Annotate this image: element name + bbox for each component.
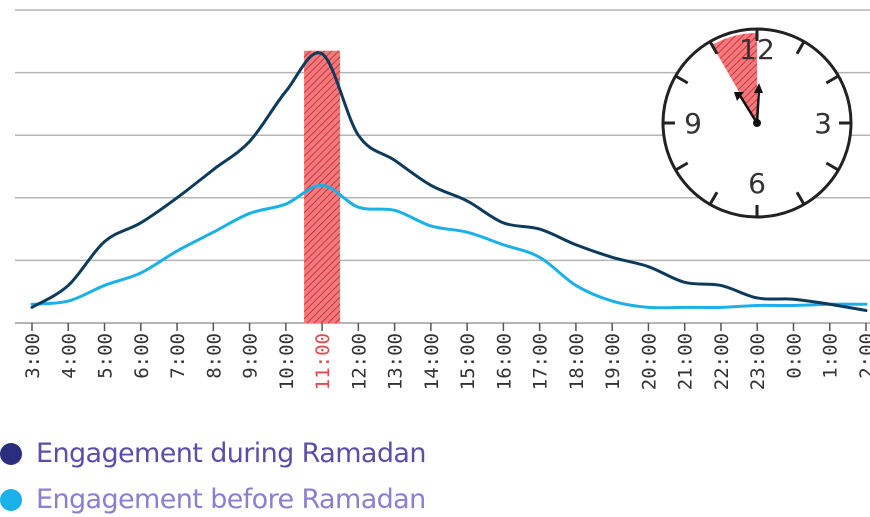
clock-tick xyxy=(708,40,719,55)
x-tick-label: 19:00 xyxy=(602,333,624,390)
legend-dot xyxy=(0,488,22,511)
legend-label: Engagement before Ramadan xyxy=(36,484,426,515)
clock-tick xyxy=(674,161,689,172)
clock-icon: 12 3 6 9 xyxy=(661,27,853,219)
clock-tick xyxy=(825,161,840,172)
x-tick-label: 0:00 xyxy=(783,333,805,379)
clock-tick xyxy=(795,191,806,206)
x-tick-label: 21:00 xyxy=(675,333,697,390)
x-tick-label: 16:00 xyxy=(493,333,515,390)
clock-tick xyxy=(795,40,806,55)
x-tick-label: 7:00 xyxy=(167,333,189,379)
x-tick-label: 6:00 xyxy=(131,333,153,379)
x-tick-label: 13:00 xyxy=(385,333,407,390)
x-tick-label: 5:00 xyxy=(95,333,117,379)
clock-center xyxy=(753,119,761,127)
x-tick-label: 9:00 xyxy=(240,333,262,379)
x-tick-label: 17:00 xyxy=(530,333,552,390)
series-line-0 xyxy=(30,51,868,312)
x-tick-label: 14:00 xyxy=(421,333,443,390)
x-tick-label: 22:00 xyxy=(711,333,733,390)
clock-tick xyxy=(674,74,689,85)
clock-number: 9 xyxy=(684,107,702,140)
clock-minute-hand-tip xyxy=(754,83,763,93)
x-axis: 3:00 4:00 5:00 6:00 7:00 8:00 9:00 10:00 11:00 12… xyxy=(22,323,870,390)
clock-tick xyxy=(825,74,840,85)
x-tick-label: 20:00 xyxy=(638,333,660,390)
x-tick-label: 8:00 xyxy=(203,333,225,379)
clock-tick xyxy=(708,191,719,206)
legend-label: Engagement during Ramadan xyxy=(36,438,426,469)
x-tick-label: 18:00 xyxy=(566,333,588,390)
x-tick-label: 15:00 xyxy=(457,333,479,390)
gridlines xyxy=(15,9,870,324)
legend-item-ramadan: Engagement during Ramadan xyxy=(0,438,426,469)
x-tick-label: 10:00 xyxy=(276,333,298,390)
x-tick-label: 23:00 xyxy=(747,333,769,390)
legend-dot xyxy=(0,442,22,465)
x-tick-label: 12:00 xyxy=(348,333,370,390)
clock-hour-hand-tip xyxy=(734,92,744,101)
series-line-1 xyxy=(30,183,868,310)
clock-number: 12 xyxy=(739,33,775,66)
series-lines xyxy=(30,51,868,312)
x-tick-label: 1:00 xyxy=(820,333,842,379)
clock-highlight-wedge xyxy=(712,33,757,123)
clock-hour-hand xyxy=(737,93,759,124)
clock-number: 3 xyxy=(814,107,832,140)
x-tick-label: 4:00 xyxy=(58,333,80,379)
clock-number: 6 xyxy=(748,167,766,200)
highlight-band xyxy=(304,50,341,323)
legend-item-before-ramadan: Engagement before Ramadan xyxy=(0,484,426,515)
x-tick-label: 3:00 xyxy=(22,333,44,379)
x-tick-label: 2:00 xyxy=(856,333,870,379)
x-tick-label: 11:00 xyxy=(312,333,334,390)
highlight-band-rect xyxy=(304,50,341,323)
clock-minute-hand xyxy=(755,88,761,124)
